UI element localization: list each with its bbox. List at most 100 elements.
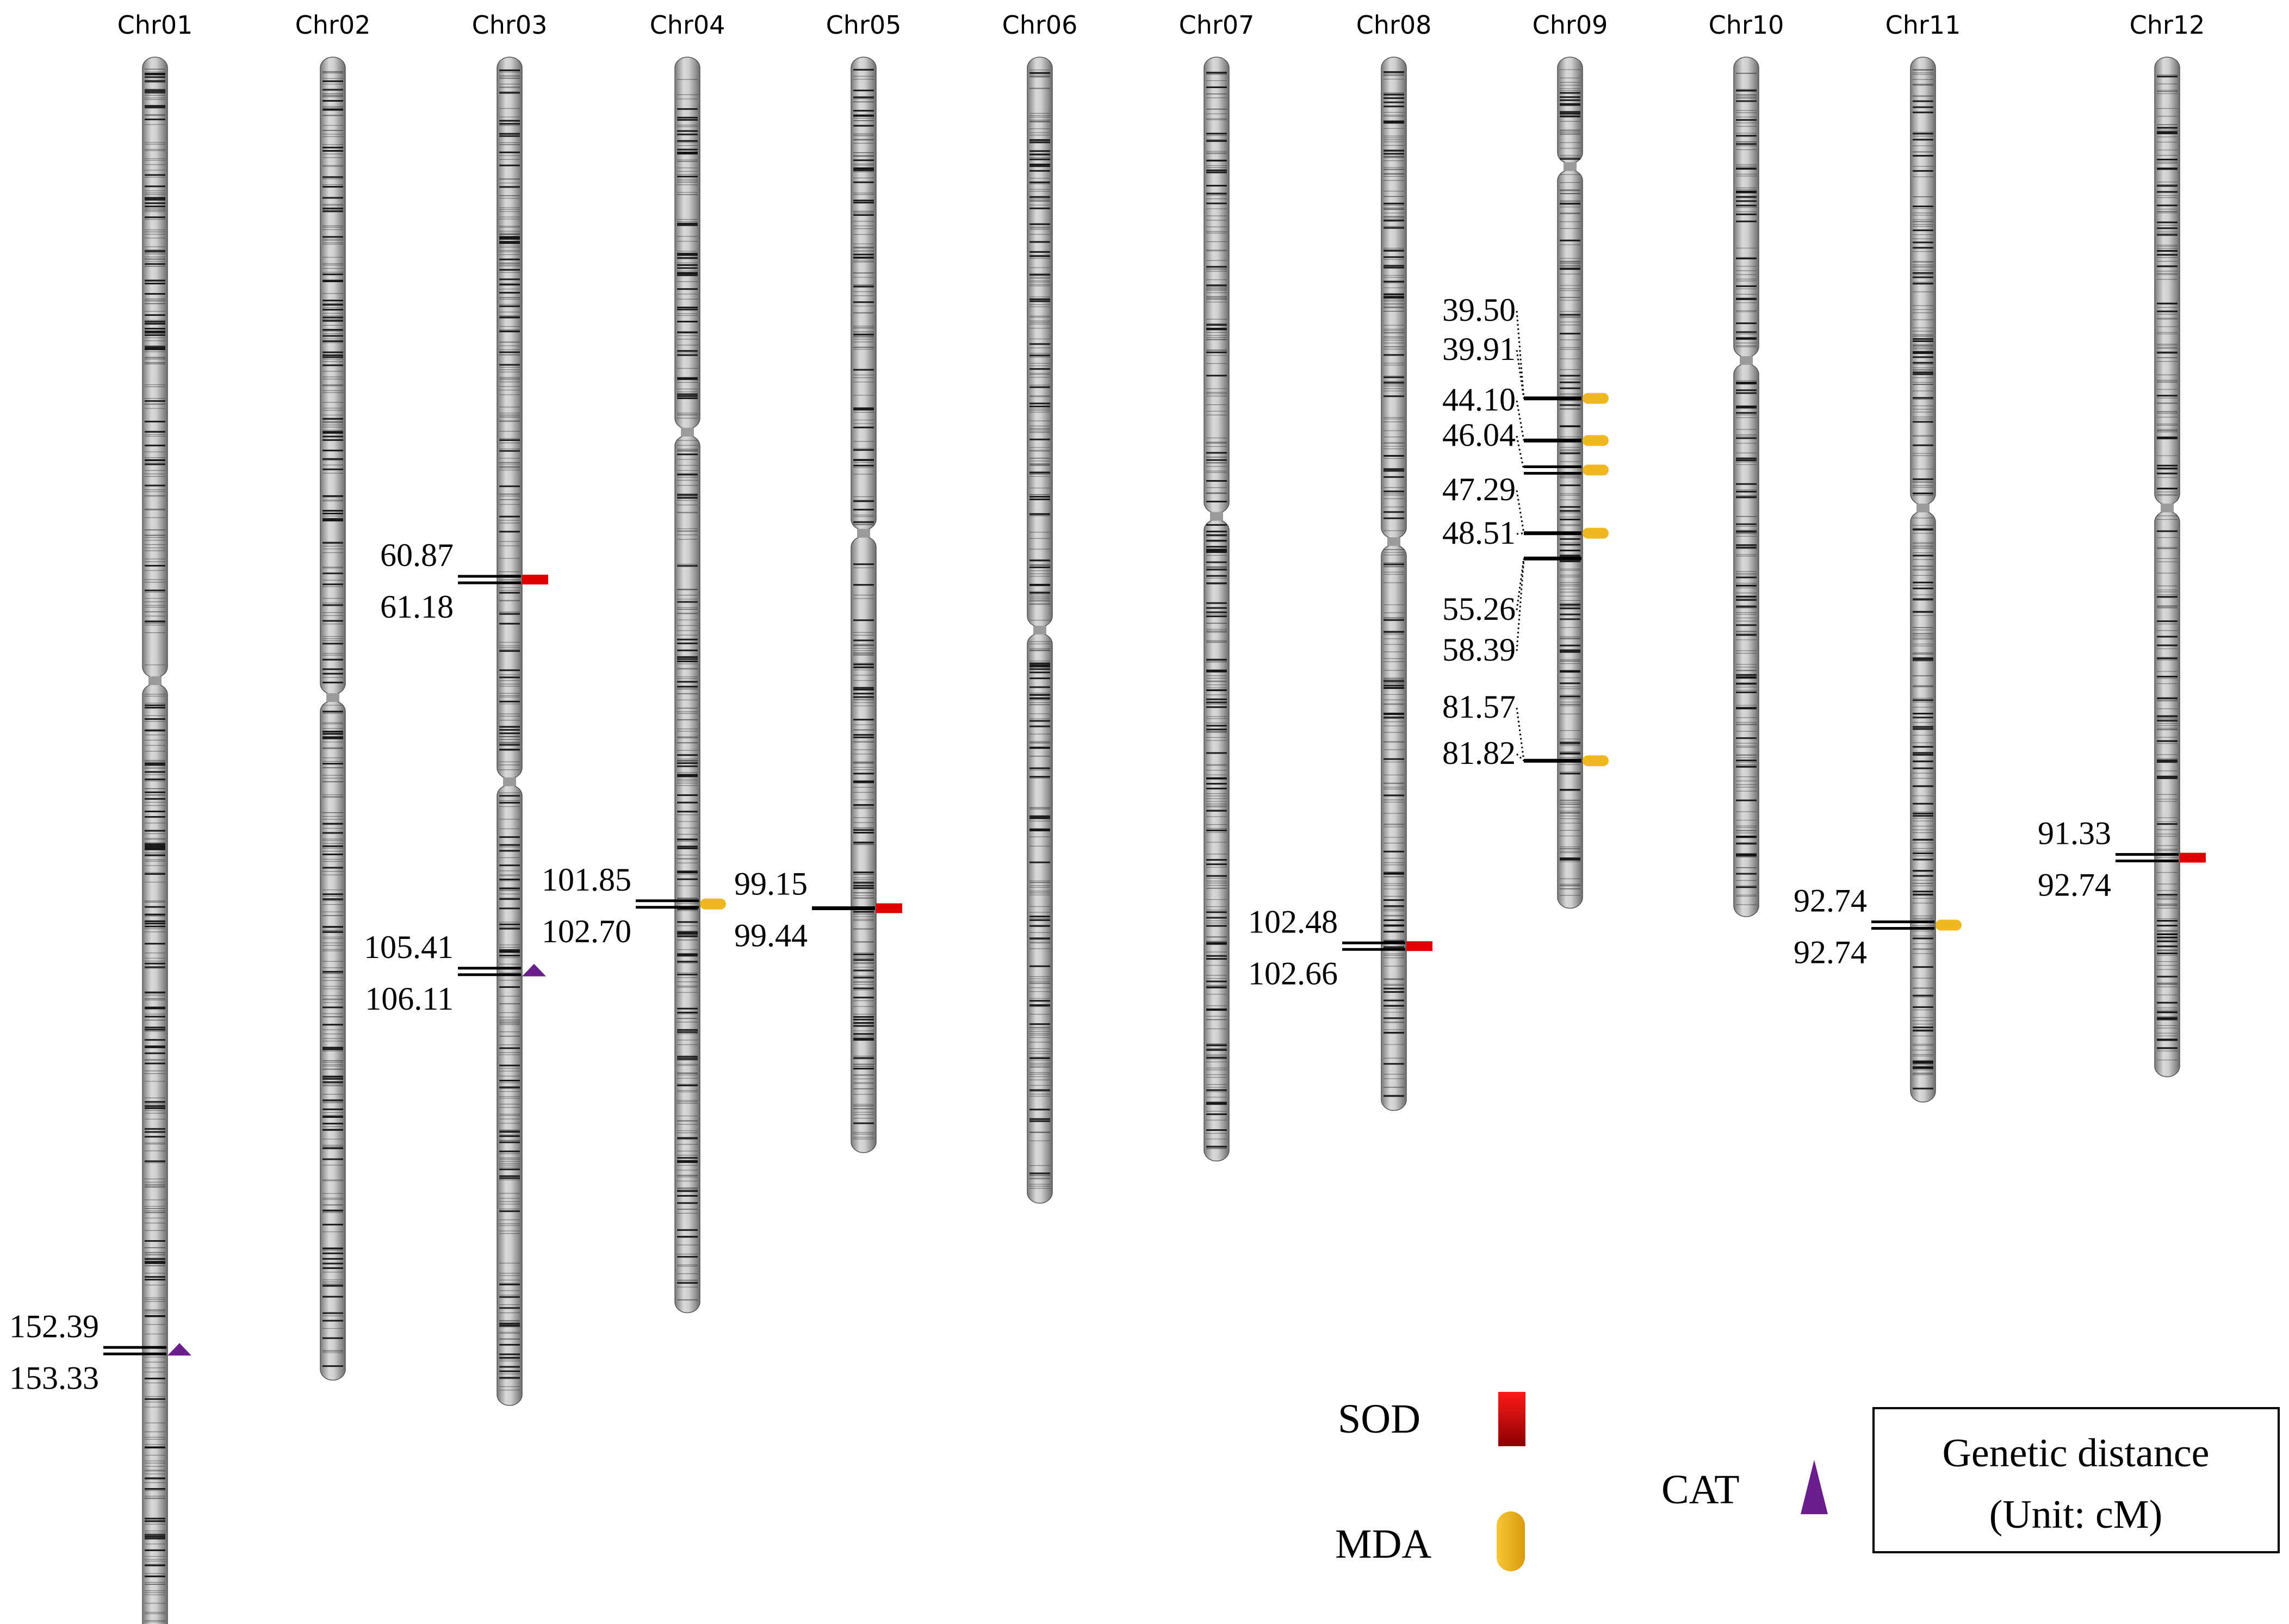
band-pattern: [1913, 69, 1933, 1090]
band-pattern: [322, 71, 343, 1367]
marker-label: 99.15: [734, 866, 808, 902]
qtl-marker: 81.57 81.82: [1442, 689, 1609, 771]
sod-icon: [2180, 853, 2206, 863]
short-arm: [320, 57, 346, 695]
band-pattern: [499, 69, 520, 1391]
mda-icon: [700, 898, 726, 910]
sod-legend-icon: [1498, 1392, 1525, 1446]
chromosome-chr12: Chr12 91.33 92.74: [2038, 10, 2206, 1078]
qtl-marker: 46.04: [1442, 417, 1609, 476]
short-arm: [1910, 57, 1936, 505]
cat-icon: [522, 963, 546, 976]
centromere: [326, 693, 339, 702]
short-arm: [851, 57, 877, 531]
marker-label: 46.04: [1442, 417, 1516, 453]
marker-label: 58.39: [1442, 632, 1516, 668]
marker-label: 92.74: [2038, 867, 2111, 903]
marker-label: 106.11: [365, 981, 454, 1017]
chromosome-name: Chr06: [1002, 10, 1078, 40]
marker-label: 81.57: [1442, 689, 1516, 725]
chromosome-chr01: Chr01 152.39 153.33: [9, 10, 193, 1624]
chromosome-name: Chr12: [2130, 10, 2205, 40]
sod-icon: [876, 903, 902, 913]
mda-icon: [1583, 755, 1609, 767]
chromosome-name: Chr05: [826, 10, 902, 40]
marker-label: 102.48: [1248, 904, 1338, 939]
chromosome-chr06: Chr06: [1002, 10, 1078, 1204]
chromosome-name: Chr08: [1356, 10, 1432, 40]
chromosome-chr03: Chr03 60.87 61.18 105.41 106.11: [364, 10, 548, 1406]
mda-legend-icon: [1497, 1511, 1525, 1571]
marker-label: 39.50: [1442, 292, 1516, 328]
chromosome-chr04: Chr04 101.85 102.70: [542, 10, 726, 1314]
marker-label: 105.41: [364, 929, 454, 965]
marker-label: 152.39: [9, 1308, 99, 1344]
mda-icon: [1583, 527, 1609, 539]
band-pattern: [1560, 69, 1580, 896]
centromere: [1387, 537, 1400, 546]
chromosome-name: Chr07: [1179, 10, 1255, 40]
marker-label: 102.70: [542, 913, 631, 949]
band-pattern: [677, 79, 698, 1301]
band-pattern: [1736, 72, 1757, 905]
legend-label-sod: SOD: [1338, 1396, 1420, 1442]
chromosome-chr07: Chr07: [1179, 10, 1255, 1162]
long-arm: [497, 785, 523, 1406]
marker-label: 60.87: [380, 537, 454, 573]
centromere: [1210, 512, 1223, 521]
centromere: [148, 676, 162, 685]
genetic-distance-note: Genetic distance (Unit: cM): [1872, 1407, 2280, 1553]
marker-label: 92.74: [1794, 883, 1867, 919]
centromere: [681, 427, 694, 437]
chromosome-name: Chr04: [650, 10, 725, 40]
long-arm: [1733, 363, 1759, 917]
marker-label: 101.85: [542, 862, 631, 898]
marker-label: 55.26: [1442, 591, 1516, 627]
sod-icon: [1406, 941, 1432, 951]
qtl-marker: 44.10: [1442, 382, 1609, 446]
long-arm: [320, 700, 346, 1381]
chromosome-name: Chr02: [295, 10, 371, 40]
note-line-2: (Unit: cM): [1989, 1492, 2163, 1537]
marker-label: 91.33: [2038, 816, 2111, 851]
centromere: [503, 777, 516, 786]
chromosome-name: Chr11: [1885, 10, 1961, 40]
centromere: [2161, 503, 2174, 513]
chromosome-chr10: Chr10: [1709, 10, 1784, 917]
band-pattern: [2157, 74, 2178, 1061]
mda-icon: [1583, 464, 1609, 476]
marker-label: 48.51: [1442, 515, 1516, 551]
qtl-marker: 92.74 92.74: [1794, 883, 1962, 970]
chromosome-name: Chr03: [472, 10, 548, 40]
centromere: [1564, 162, 1577, 171]
marker-label: 39.91: [1442, 331, 1516, 367]
note-line-1: Genetic distance: [1942, 1431, 2209, 1476]
cat-icon: [168, 1343, 191, 1356]
marker-label: 44.10: [1442, 382, 1516, 418]
band-pattern: [1206, 71, 1227, 1149]
centromere: [1740, 356, 1753, 365]
centromere: [857, 528, 870, 538]
band-pattern: [1384, 71, 1404, 1097]
qtl-marker: 105.41 106.11: [364, 929, 546, 1017]
short-arm: [674, 57, 700, 430]
chromosome-chr02: Chr02: [295, 10, 371, 1381]
marker-label: 47.29: [1442, 471, 1516, 507]
marker-label: 81.82: [1442, 735, 1516, 771]
centromere: [1916, 503, 1930, 513]
chromosome-chr08: Chr08 102.48 102.66: [1248, 10, 1432, 1111]
qtl-marker: 152.39 153.33: [9, 1308, 191, 1396]
cat-legend-icon: [1801, 1460, 1828, 1514]
band-pattern: [145, 69, 165, 1622]
marker-label: 92.74: [1794, 935, 1867, 970]
marker-label: 102.66: [1248, 955, 1338, 991]
qtl-marker: 60.87 61.18: [380, 537, 548, 625]
legend-label-cat: CAT: [1661, 1467, 1740, 1513]
qtl-marker: 47.29 48.51: [1442, 471, 1609, 551]
chromosome-name: Chr09: [1533, 10, 1608, 40]
marker-label: 153.33: [9, 1360, 99, 1396]
qtl-marker: 91.33 92.74: [2038, 816, 2206, 903]
marker-label: 61.18: [380, 589, 454, 625]
